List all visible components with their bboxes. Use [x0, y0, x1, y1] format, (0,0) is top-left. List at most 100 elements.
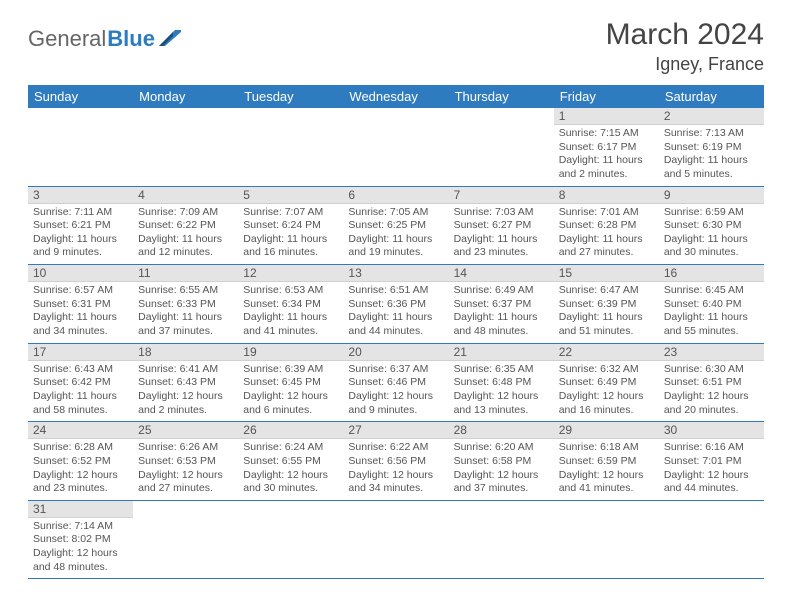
calendar-day-cell: 5Sunrise: 7:07 AMSunset: 6:24 PMDaylight…	[238, 186, 343, 265]
calendar-day-cell: 10Sunrise: 6:57 AMSunset: 6:31 PMDayligh…	[28, 265, 133, 344]
day-number: 28	[449, 422, 554, 439]
sunset-text: Sunset: 7:01 PM	[664, 455, 759, 469]
daylight-text: Daylight: 12 hours and 20 minutes.	[664, 390, 759, 417]
calendar-day-cell: 20Sunrise: 6:37 AMSunset: 6:46 PMDayligh…	[343, 343, 448, 422]
daylight-text: Daylight: 11 hours and 19 minutes.	[348, 233, 443, 260]
calendar-day-cell: 12Sunrise: 6:53 AMSunset: 6:34 PMDayligh…	[238, 265, 343, 344]
sunrise-text: Sunrise: 6:20 AM	[454, 441, 549, 455]
sunrise-text: Sunrise: 7:07 AM	[243, 206, 338, 220]
calendar-day-cell: 9Sunrise: 6:59 AMSunset: 6:30 PMDaylight…	[659, 186, 764, 265]
calendar-day-cell	[238, 108, 343, 186]
sunset-text: Sunset: 6:25 PM	[348, 219, 443, 233]
daylight-text: Daylight: 11 hours and 23 minutes.	[454, 233, 549, 260]
sunset-text: Sunset: 6:19 PM	[664, 141, 759, 155]
calendar-day-cell: 31Sunrise: 7:14 AMSunset: 8:02 PMDayligh…	[28, 500, 133, 579]
calendar-day-cell: 23Sunrise: 6:30 AMSunset: 6:51 PMDayligh…	[659, 343, 764, 422]
calendar-week-row: 17Sunrise: 6:43 AMSunset: 6:42 PMDayligh…	[28, 343, 764, 422]
sunset-text: Sunset: 6:21 PM	[33, 219, 128, 233]
day-content: Sunrise: 7:13 AMSunset: 6:19 PMDaylight:…	[659, 125, 764, 186]
sunrise-text: Sunrise: 6:39 AM	[243, 363, 338, 377]
sunset-text: Sunset: 6:17 PM	[559, 141, 654, 155]
sunset-text: Sunset: 6:40 PM	[664, 298, 759, 312]
daylight-text: Daylight: 11 hours and 30 minutes.	[664, 233, 759, 260]
day-number: 2	[659, 108, 764, 125]
day-number: 8	[554, 187, 659, 204]
day-content: Sunrise: 6:57 AMSunset: 6:31 PMDaylight:…	[28, 282, 133, 343]
sunrise-text: Sunrise: 6:59 AM	[664, 206, 759, 220]
sunset-text: Sunset: 6:34 PM	[243, 298, 338, 312]
sunrise-text: Sunrise: 6:47 AM	[559, 284, 654, 298]
day-content: Sunrise: 6:59 AMSunset: 6:30 PMDaylight:…	[659, 204, 764, 265]
weekday-header: Saturday	[659, 85, 764, 108]
day-content: Sunrise: 7:01 AMSunset: 6:28 PMDaylight:…	[554, 204, 659, 265]
day-number: 24	[28, 422, 133, 439]
sunset-text: Sunset: 6:59 PM	[559, 455, 654, 469]
day-number: 16	[659, 265, 764, 282]
daylight-text: Daylight: 11 hours and 44 minutes.	[348, 311, 443, 338]
day-number: 7	[449, 187, 554, 204]
sunset-text: Sunset: 8:02 PM	[33, 533, 128, 547]
daylight-text: Daylight: 12 hours and 6 minutes.	[243, 390, 338, 417]
sunset-text: Sunset: 6:31 PM	[33, 298, 128, 312]
day-number: 29	[554, 422, 659, 439]
daylight-text: Daylight: 12 hours and 44 minutes.	[664, 469, 759, 496]
daylight-text: Daylight: 12 hours and 9 minutes.	[348, 390, 443, 417]
calendar-day-cell: 3Sunrise: 7:11 AMSunset: 6:21 PMDaylight…	[28, 186, 133, 265]
sunset-text: Sunset: 6:42 PM	[33, 376, 128, 390]
sunrise-text: Sunrise: 6:41 AM	[138, 363, 233, 377]
weekday-header: Monday	[133, 85, 238, 108]
sunset-text: Sunset: 6:36 PM	[348, 298, 443, 312]
day-number: 22	[554, 344, 659, 361]
sunrise-text: Sunrise: 6:30 AM	[664, 363, 759, 377]
daylight-text: Daylight: 11 hours and 27 minutes.	[559, 233, 654, 260]
weekday-header: Tuesday	[238, 85, 343, 108]
day-content: Sunrise: 6:20 AMSunset: 6:58 PMDaylight:…	[449, 439, 554, 500]
sunset-text: Sunset: 6:51 PM	[664, 376, 759, 390]
day-content: Sunrise: 6:43 AMSunset: 6:42 PMDaylight:…	[28, 361, 133, 422]
calendar-day-cell: 6Sunrise: 7:05 AMSunset: 6:25 PMDaylight…	[343, 186, 448, 265]
day-number: 26	[238, 422, 343, 439]
day-content: Sunrise: 6:35 AMSunset: 6:48 PMDaylight:…	[449, 361, 554, 422]
daylight-text: Daylight: 11 hours and 48 minutes.	[454, 311, 549, 338]
brand-part1: General	[28, 26, 106, 52]
sunset-text: Sunset: 6:27 PM	[454, 219, 549, 233]
brand-part2: Blue	[107, 26, 155, 52]
daylight-text: Daylight: 11 hours and 2 minutes.	[559, 154, 654, 181]
day-content: Sunrise: 6:30 AMSunset: 6:51 PMDaylight:…	[659, 361, 764, 422]
sunrise-text: Sunrise: 7:13 AM	[664, 127, 759, 141]
calendar-day-cell: 19Sunrise: 6:39 AMSunset: 6:45 PMDayligh…	[238, 343, 343, 422]
sunrise-text: Sunrise: 6:22 AM	[348, 441, 443, 455]
day-number: 12	[238, 265, 343, 282]
sunrise-text: Sunrise: 6:43 AM	[33, 363, 128, 377]
calendar-day-cell	[449, 500, 554, 579]
daylight-text: Daylight: 12 hours and 2 minutes.	[138, 390, 233, 417]
month-title: March 2024	[606, 18, 764, 52]
calendar-day-cell: 2Sunrise: 7:13 AMSunset: 6:19 PMDaylight…	[659, 108, 764, 186]
calendar-day-cell	[343, 108, 448, 186]
calendar-day-cell	[554, 500, 659, 579]
sunrise-text: Sunrise: 7:14 AM	[33, 520, 128, 534]
day-number: 21	[449, 344, 554, 361]
day-number: 10	[28, 265, 133, 282]
day-number: 9	[659, 187, 764, 204]
sunset-text: Sunset: 6:39 PM	[559, 298, 654, 312]
sunrise-text: Sunrise: 6:32 AM	[559, 363, 654, 377]
calendar-table: SundayMondayTuesdayWednesdayThursdayFrid…	[28, 85, 764, 579]
day-content: Sunrise: 6:16 AMSunset: 7:01 PMDaylight:…	[659, 439, 764, 500]
calendar-week-row: 24Sunrise: 6:28 AMSunset: 6:52 PMDayligh…	[28, 422, 764, 501]
sunset-text: Sunset: 6:49 PM	[559, 376, 654, 390]
calendar-day-cell	[343, 500, 448, 579]
daylight-text: Daylight: 11 hours and 9 minutes.	[33, 233, 128, 260]
calendar-header-row: SundayMondayTuesdayWednesdayThursdayFrid…	[28, 85, 764, 108]
daylight-text: Daylight: 11 hours and 16 minutes.	[243, 233, 338, 260]
daylight-text: Daylight: 11 hours and 58 minutes.	[33, 390, 128, 417]
daylight-text: Daylight: 12 hours and 41 minutes.	[559, 469, 654, 496]
header: GeneralBlue March 2024 Igney, France	[28, 18, 764, 75]
sunrise-text: Sunrise: 6:24 AM	[243, 441, 338, 455]
daylight-text: Daylight: 12 hours and 48 minutes.	[33, 547, 128, 574]
calendar-week-row: 3Sunrise: 7:11 AMSunset: 6:21 PMDaylight…	[28, 186, 764, 265]
calendar-day-cell: 24Sunrise: 6:28 AMSunset: 6:52 PMDayligh…	[28, 422, 133, 501]
day-content: Sunrise: 6:37 AMSunset: 6:46 PMDaylight:…	[343, 361, 448, 422]
day-number: 6	[343, 187, 448, 204]
day-number: 3	[28, 187, 133, 204]
